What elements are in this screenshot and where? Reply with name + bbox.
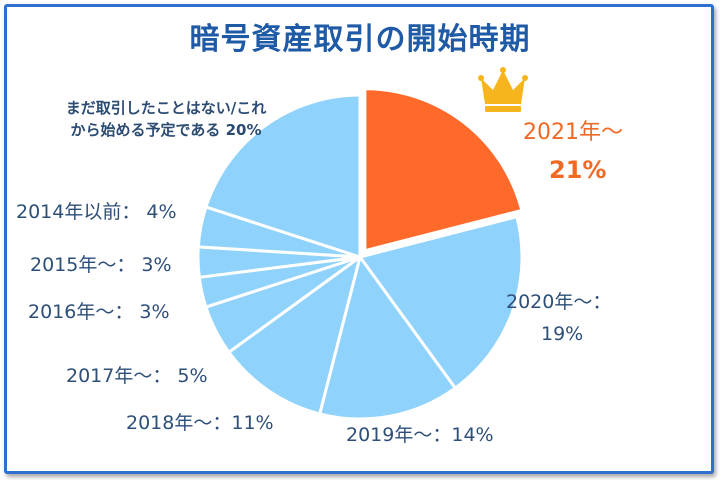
crown-icon (478, 67, 528, 112)
label-2014: 2014年以前： 4% (16, 201, 177, 223)
label-not-yet-line1: まだ取引したことはない/これ (65, 99, 267, 117)
pie-slice-8 (204, 93, 362, 259)
label-not-yet: まだ取引したことはない/これ から始める予定である 20% (28, 97, 304, 141)
pie-slice-1 (358, 215, 524, 390)
pie-slice-0 (363, 87, 524, 253)
chart-title: 暗号資産取引の開始時期 (189, 22, 531, 57)
label-2018: 2018年〜：11% (126, 412, 274, 434)
label-2019: 2019年〜：14% (346, 424, 494, 446)
pie-slices (196, 87, 524, 421)
pie-slice-2 (318, 255, 457, 421)
label-2021: 2021年〜 (523, 120, 623, 145)
label-2016: 2016年〜： 3% (28, 301, 170, 323)
label-2017: 2017年〜： 5% (66, 365, 208, 387)
label-2021-value: 21% (549, 156, 607, 184)
label-2020: 2020年〜： (506, 291, 612, 313)
label-2015: 2015年〜： 3% (30, 254, 172, 276)
label-not-yet-line2: から始める予定である 20% (70, 121, 262, 139)
pie-slice-3 (227, 255, 362, 416)
label-2020-value: 19% (541, 323, 584, 345)
